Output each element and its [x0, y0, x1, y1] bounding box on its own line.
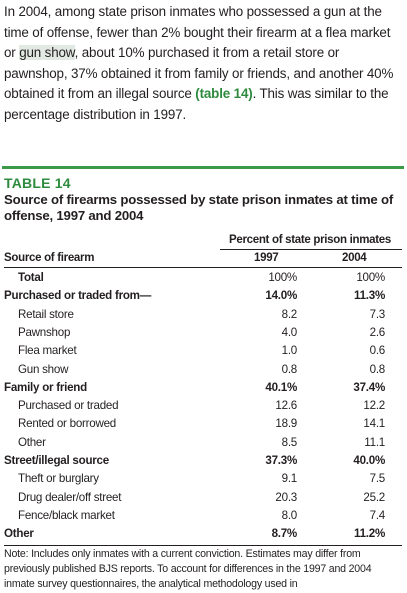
- row-label: Theft or burglary: [18, 472, 99, 486]
- row-label: Rented or borrowed: [18, 417, 116, 431]
- cell-2004: 37.4%: [353, 380, 385, 394]
- cell-2004: 100%: [356, 271, 385, 284]
- table-row: Purchased or traded from— 14.0% 11.3%: [4, 287, 402, 305]
- cell-1997: 8.2: [281, 307, 298, 321]
- cell-2004: 2.6: [369, 325, 386, 339]
- cell-2004: 11.3%: [354, 289, 385, 303]
- intro-text-3: . This was similar to the percentage dis…: [4, 86, 389, 122]
- table-row: Gun show 0.8 0.8: [4, 361, 402, 379]
- table-reference-link[interactable]: (table 14): [195, 86, 253, 101]
- intro-text-2: , about 10% purchased it from a retail s…: [4, 45, 394, 101]
- table-row: Drug dealer/off street 20.3 25.2: [4, 489, 402, 507]
- cell-1997: 37.3%: [265, 454, 297, 467]
- column-group-rule: [220, 249, 402, 250]
- row-label: Retail store: [18, 307, 74, 321]
- cell-2004: 14.1: [363, 417, 385, 431]
- table-title: Source of firearms possessed by state pr…: [4, 192, 394, 223]
- cell-2004: 0.6: [369, 344, 386, 358]
- row-label: Total: [18, 271, 44, 284]
- cell-1997: 8.5: [281, 435, 298, 449]
- table-row: Flea market 1.0 0.6: [4, 342, 402, 360]
- column-header-1997: 1997: [254, 252, 279, 264]
- table-row: Family or friend 40.1% 37.4%: [4, 379, 402, 397]
- cell-1997: 12.6: [275, 399, 297, 413]
- cell-2004: 12.2: [363, 399, 385, 413]
- cell-1997: 8.0: [281, 508, 298, 522]
- cell-1997: 40.1%: [265, 380, 297, 394]
- table-row: Purchased or traded 12.6 12.2: [4, 397, 402, 415]
- row-label: Street/illegal source: [4, 454, 109, 467]
- row-label: Pawnshop: [18, 325, 71, 339]
- row-label: Purchased or traded from—: [4, 289, 152, 303]
- table-row: Street/illegal source 37.3% 40.0%: [4, 452, 402, 470]
- row-label: Flea market: [18, 344, 77, 358]
- cell-2004: 0.8: [369, 362, 386, 376]
- cell-1997: 0.8: [281, 362, 298, 376]
- row-label: Other: [18, 435, 46, 449]
- row-label: Fence/black market: [18, 508, 115, 522]
- row-label: Other: [4, 527, 34, 541]
- intro-text-1: In 2004, among state prison inmates who …: [4, 4, 391, 60]
- intro-paragraph: In 2004, among state prison inmates who …: [4, 2, 402, 125]
- table-row: Theft or burglary 9.1 7.5: [4, 470, 402, 488]
- table-row: Total 100% 100%: [4, 269, 402, 287]
- cell-1997: 9.1: [281, 472, 298, 486]
- cell-1997: 14.0%: [265, 289, 297, 303]
- table-row: Retail store 8.2 7.3: [4, 306, 402, 324]
- cell-1997: 1.0: [281, 344, 298, 358]
- table-row: Other 8.7% 11.2%: [4, 525, 402, 543]
- table-row: Pawnshop 4.0 2.6: [4, 324, 402, 342]
- cell-2004: 11.1: [364, 435, 385, 449]
- table-bottom-rule: [4, 545, 402, 546]
- row-header-label: Source of firearm: [4, 252, 95, 264]
- cell-2004: 11.2%: [354, 527, 385, 541]
- column-header-2004: 2004: [342, 252, 367, 264]
- cell-1997: 20.3: [275, 490, 297, 504]
- table-note: Note: Includes only inmates with a curre…: [4, 548, 372, 590]
- cell-1997: 100%: [268, 271, 297, 284]
- table-row: Fence/black market 8.0 7.4: [4, 507, 402, 525]
- row-label: Gun show: [18, 362, 69, 376]
- cell-2004: 25.2: [363, 490, 385, 504]
- cell-2004: 7.4: [369, 508, 386, 522]
- cell-1997: 18.9: [275, 417, 297, 431]
- column-group-header: Percent of state prison inmates: [229, 234, 391, 246]
- table-row: Other 8.5 11.1: [4, 434, 402, 452]
- highlighted-term: gun show: [19, 45, 75, 60]
- table-row: Rented or borrowed 18.9 14.1: [4, 415, 402, 433]
- cell-1997: 4.0: [281, 325, 298, 339]
- cell-2004: 40.0%: [353, 454, 385, 467]
- table-header-row: Source of firearm 1997 2004: [4, 252, 402, 268]
- cell-2004: 7.3: [369, 307, 386, 321]
- cell-1997: 8.7%: [271, 527, 298, 541]
- cell-2004: 7.5: [369, 472, 386, 486]
- section-divider: [2, 166, 404, 169]
- row-label: Drug dealer/off street: [18, 490, 122, 504]
- table-label: TABLE 14: [4, 175, 71, 191]
- row-label: Purchased or traded: [18, 399, 119, 413]
- row-label: Family or friend: [4, 380, 87, 394]
- header-rule: [4, 267, 402, 268]
